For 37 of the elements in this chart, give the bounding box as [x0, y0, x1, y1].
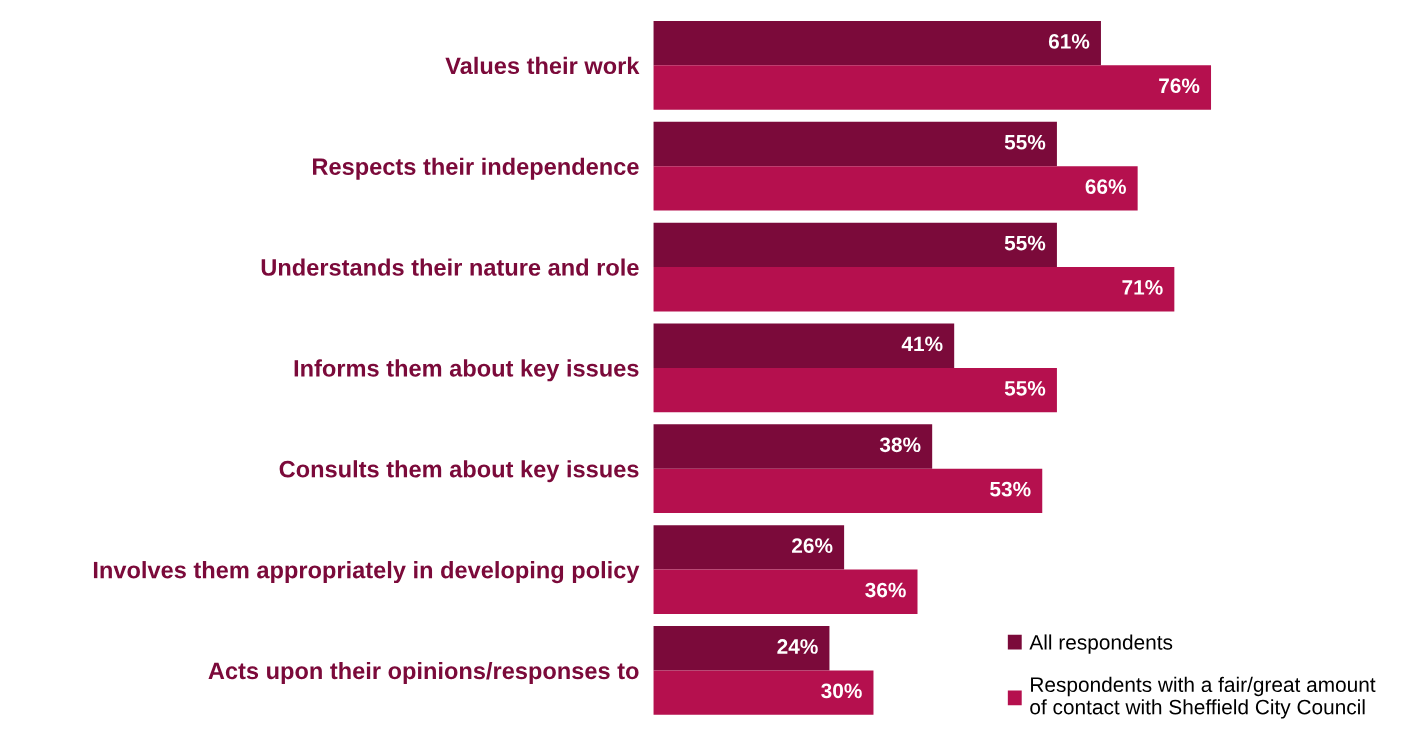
data-label: 55%	[1004, 235, 1046, 251]
bar	[653, 267, 1175, 312]
data-label: 66%	[1085, 179, 1126, 194]
bar	[653, 121, 1057, 167]
bar	[653, 670, 874, 715]
data-label: 71%	[1122, 280, 1163, 295]
data-label: 76%	[1159, 78, 1200, 94]
y-tick-label: Involves them appropriately in developing policy	[93, 561, 640, 584]
data-label: 61%	[1048, 33, 1090, 49]
bar	[653, 166, 1138, 211]
y-tick-label: Values their work	[445, 56, 640, 75]
bar	[653, 222, 1057, 268]
bar	[653, 626, 830, 671]
y-tick-label: Consults them about key issues	[279, 460, 639, 483]
legend-label: All respondents	[1029, 634, 1173, 654]
data-label: 30%	[821, 683, 862, 699]
bar	[653, 569, 918, 614]
data-label: 36%	[865, 582, 906, 598]
y-tick-label: Respects their independence	[313, 157, 639, 180]
data-label: 41%	[901, 336, 943, 352]
bar	[653, 424, 933, 469]
bar	[653, 525, 845, 570]
y-tick-label: Acts upon their opinions/responses to	[208, 661, 639, 684]
data-label: 26%	[792, 538, 833, 553]
data-label: 55%	[1004, 134, 1046, 150]
bar	[653, 323, 955, 368]
y-tick-label: Understands their nature and role	[261, 258, 639, 276]
legend-label: Respondents with a fair/great amount of contact with Sheffield City Council	[1030, 676, 1376, 719]
data-label: 55%	[1004, 380, 1046, 396]
data-label: 24%	[777, 639, 818, 654]
data-label: 38%	[879, 437, 921, 453]
data-label: 53%	[990, 481, 1031, 497]
bar	[653, 367, 1057, 413]
y-tick-label: Informs them about key issues	[294, 359, 639, 382]
bar	[653, 20, 1101, 66]
bar	[653, 65, 1212, 110]
bar	[653, 468, 1043, 514]
